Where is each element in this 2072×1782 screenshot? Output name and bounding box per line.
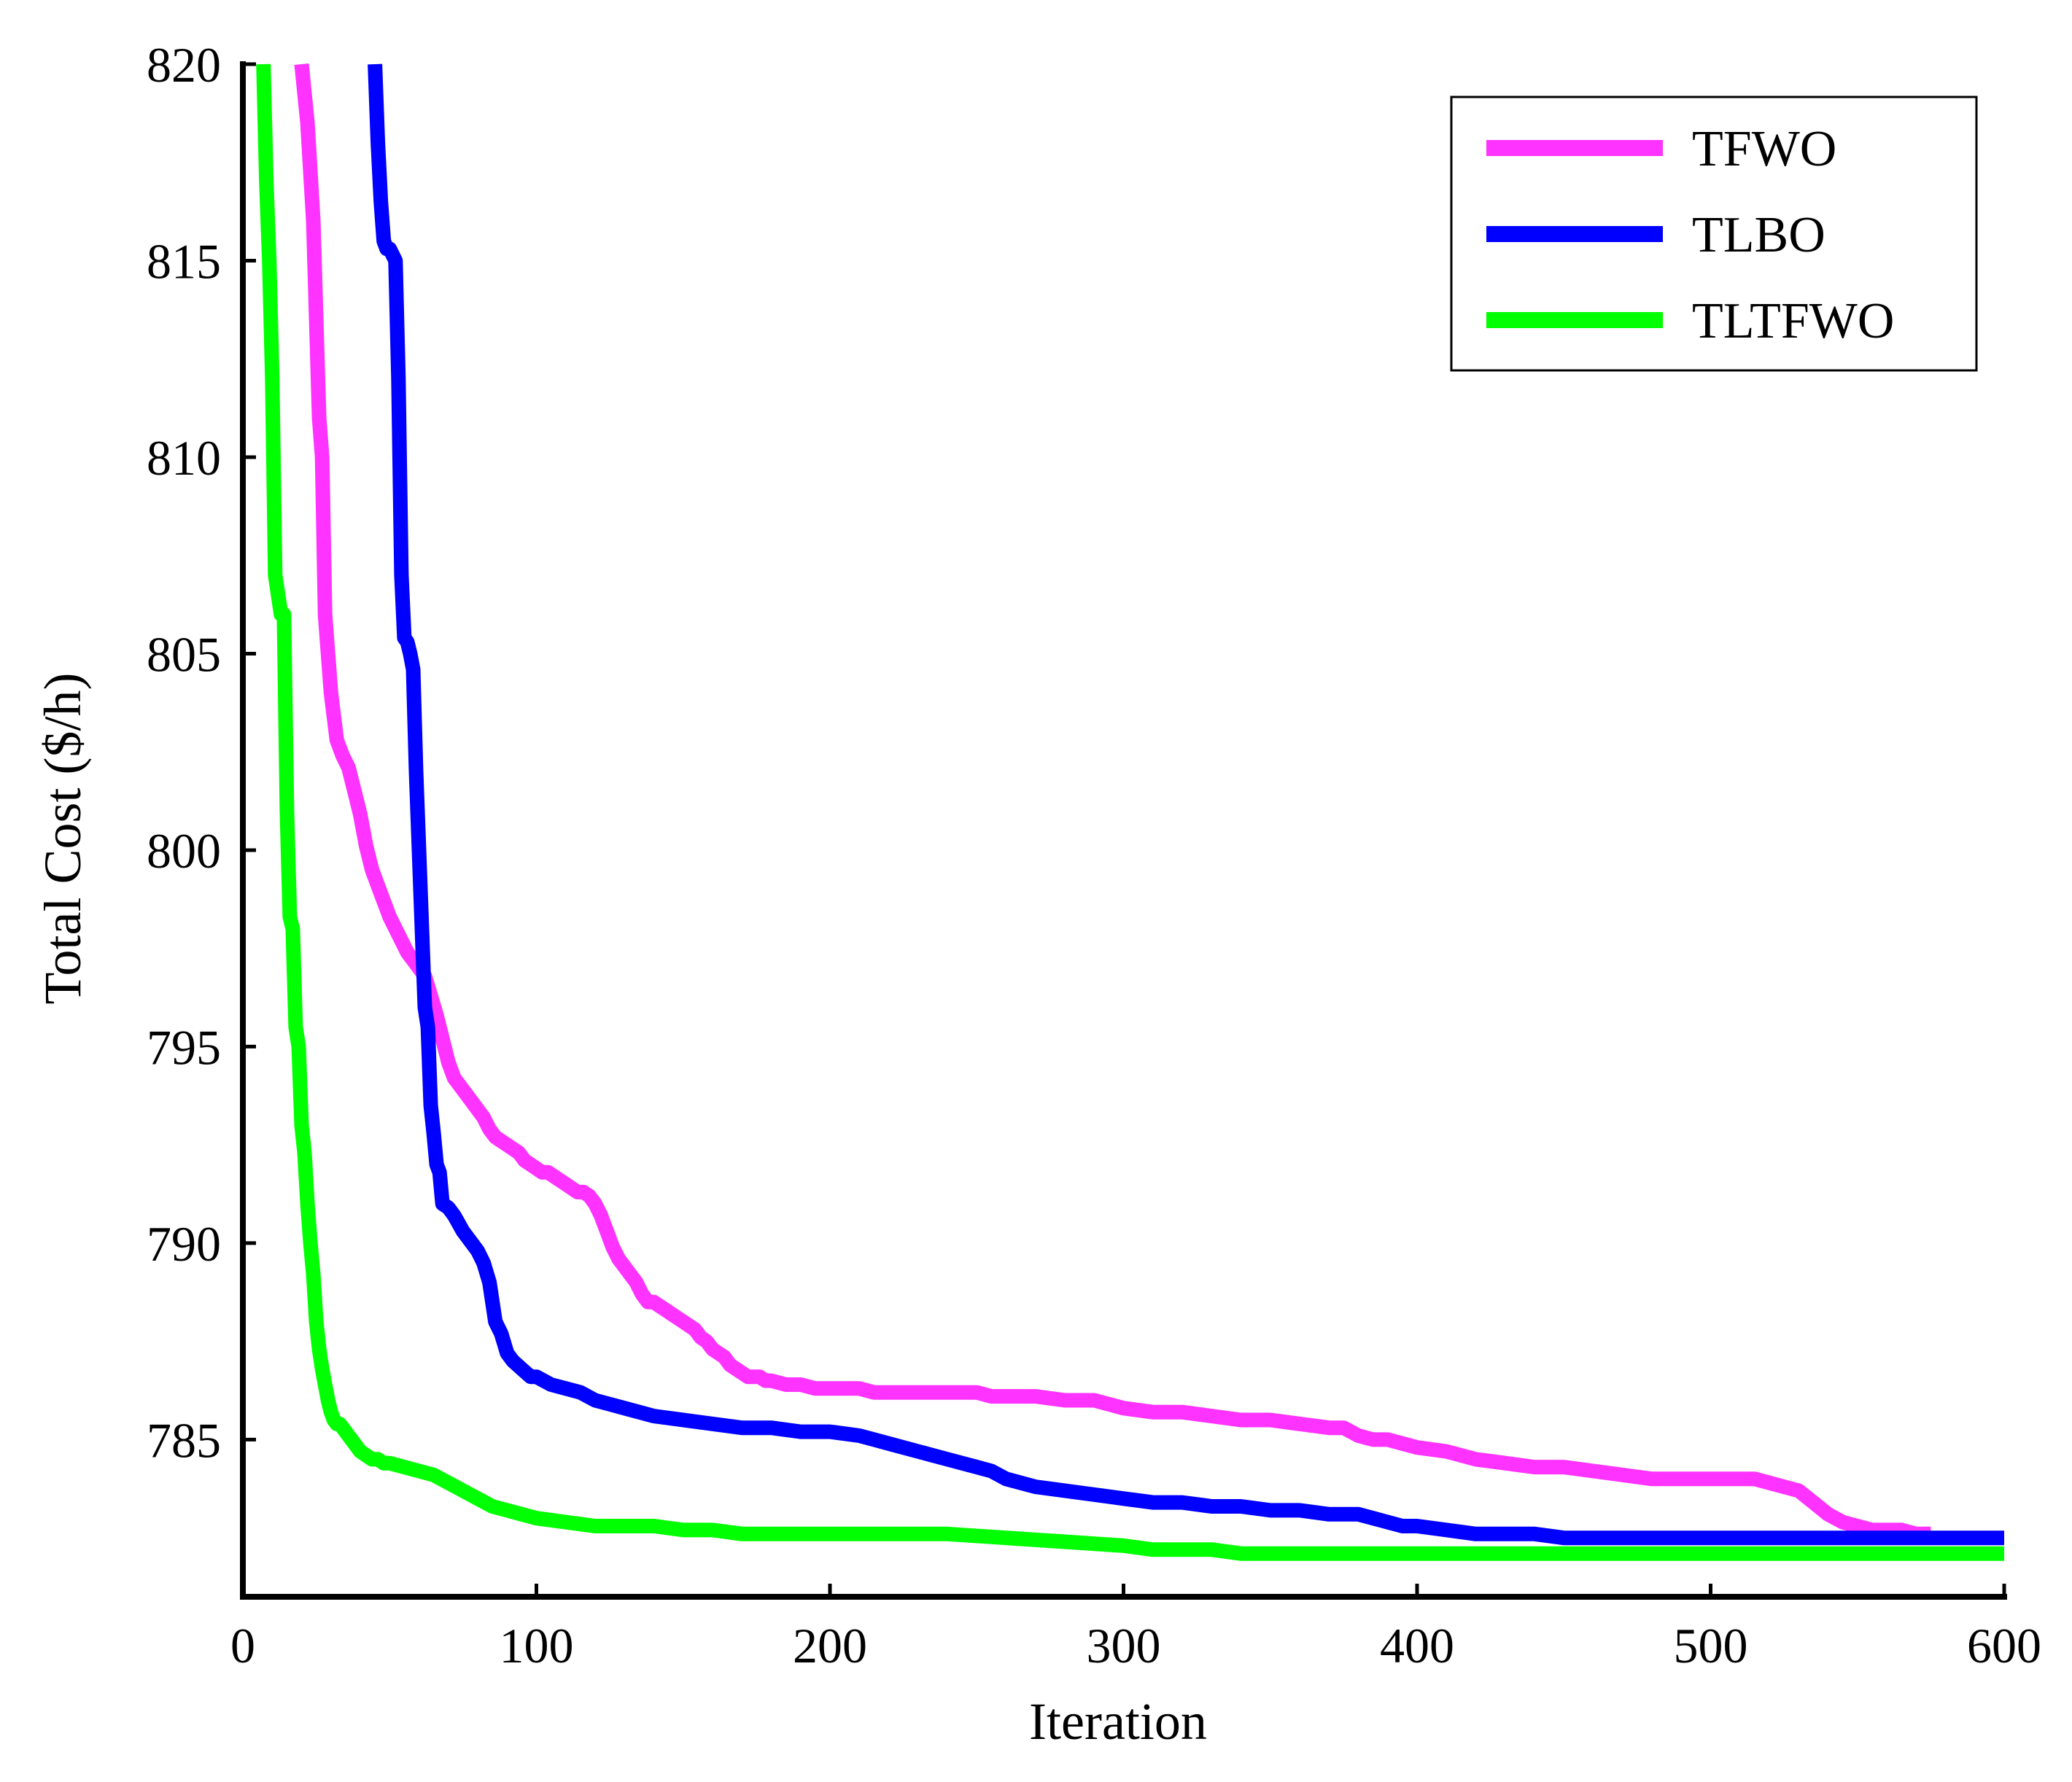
y-tick-label: 805 xyxy=(147,626,221,682)
plot-lines xyxy=(256,63,2004,1561)
y-tick-label: 800 xyxy=(147,823,221,879)
x-tick-label: 0 xyxy=(230,1618,255,1673)
y-tick-label: 820 xyxy=(147,37,221,93)
series-line-tltfwo xyxy=(256,63,2004,1561)
y-tick-label: 795 xyxy=(147,1019,221,1075)
x-tick-label: 200 xyxy=(793,1618,867,1673)
x-axis-label: Iteration xyxy=(1029,1692,1207,1751)
legend-label-tltfwo: TLTFWO xyxy=(1692,293,1894,349)
y-tick-label: 790 xyxy=(147,1216,221,1272)
x-tick-label: 300 xyxy=(1087,1618,1161,1673)
y-tick-label: 785 xyxy=(147,1412,221,1468)
legend-label-tfwo: TFWO xyxy=(1692,121,1836,177)
ticks: 0 100 200 300 400 500 600 785 790 795 800 805 810 815… xyxy=(147,37,2041,1673)
y-tick-label: 810 xyxy=(147,430,221,486)
legend-label-tlbo: TLBO xyxy=(1692,207,1825,263)
y-axis-label: Total Cost ($/h) xyxy=(34,673,92,1005)
legend: TFWO TLBO TLTFWO xyxy=(1450,96,1978,372)
x-tick-label: 600 xyxy=(1967,1618,2041,1673)
y-tick-label: 815 xyxy=(147,233,221,289)
x-tick-label: 500 xyxy=(1674,1618,1748,1673)
series-line-tlbo xyxy=(368,63,2004,1546)
x-tick-label: 400 xyxy=(1380,1618,1454,1673)
x-tick-label: 100 xyxy=(500,1618,574,1673)
